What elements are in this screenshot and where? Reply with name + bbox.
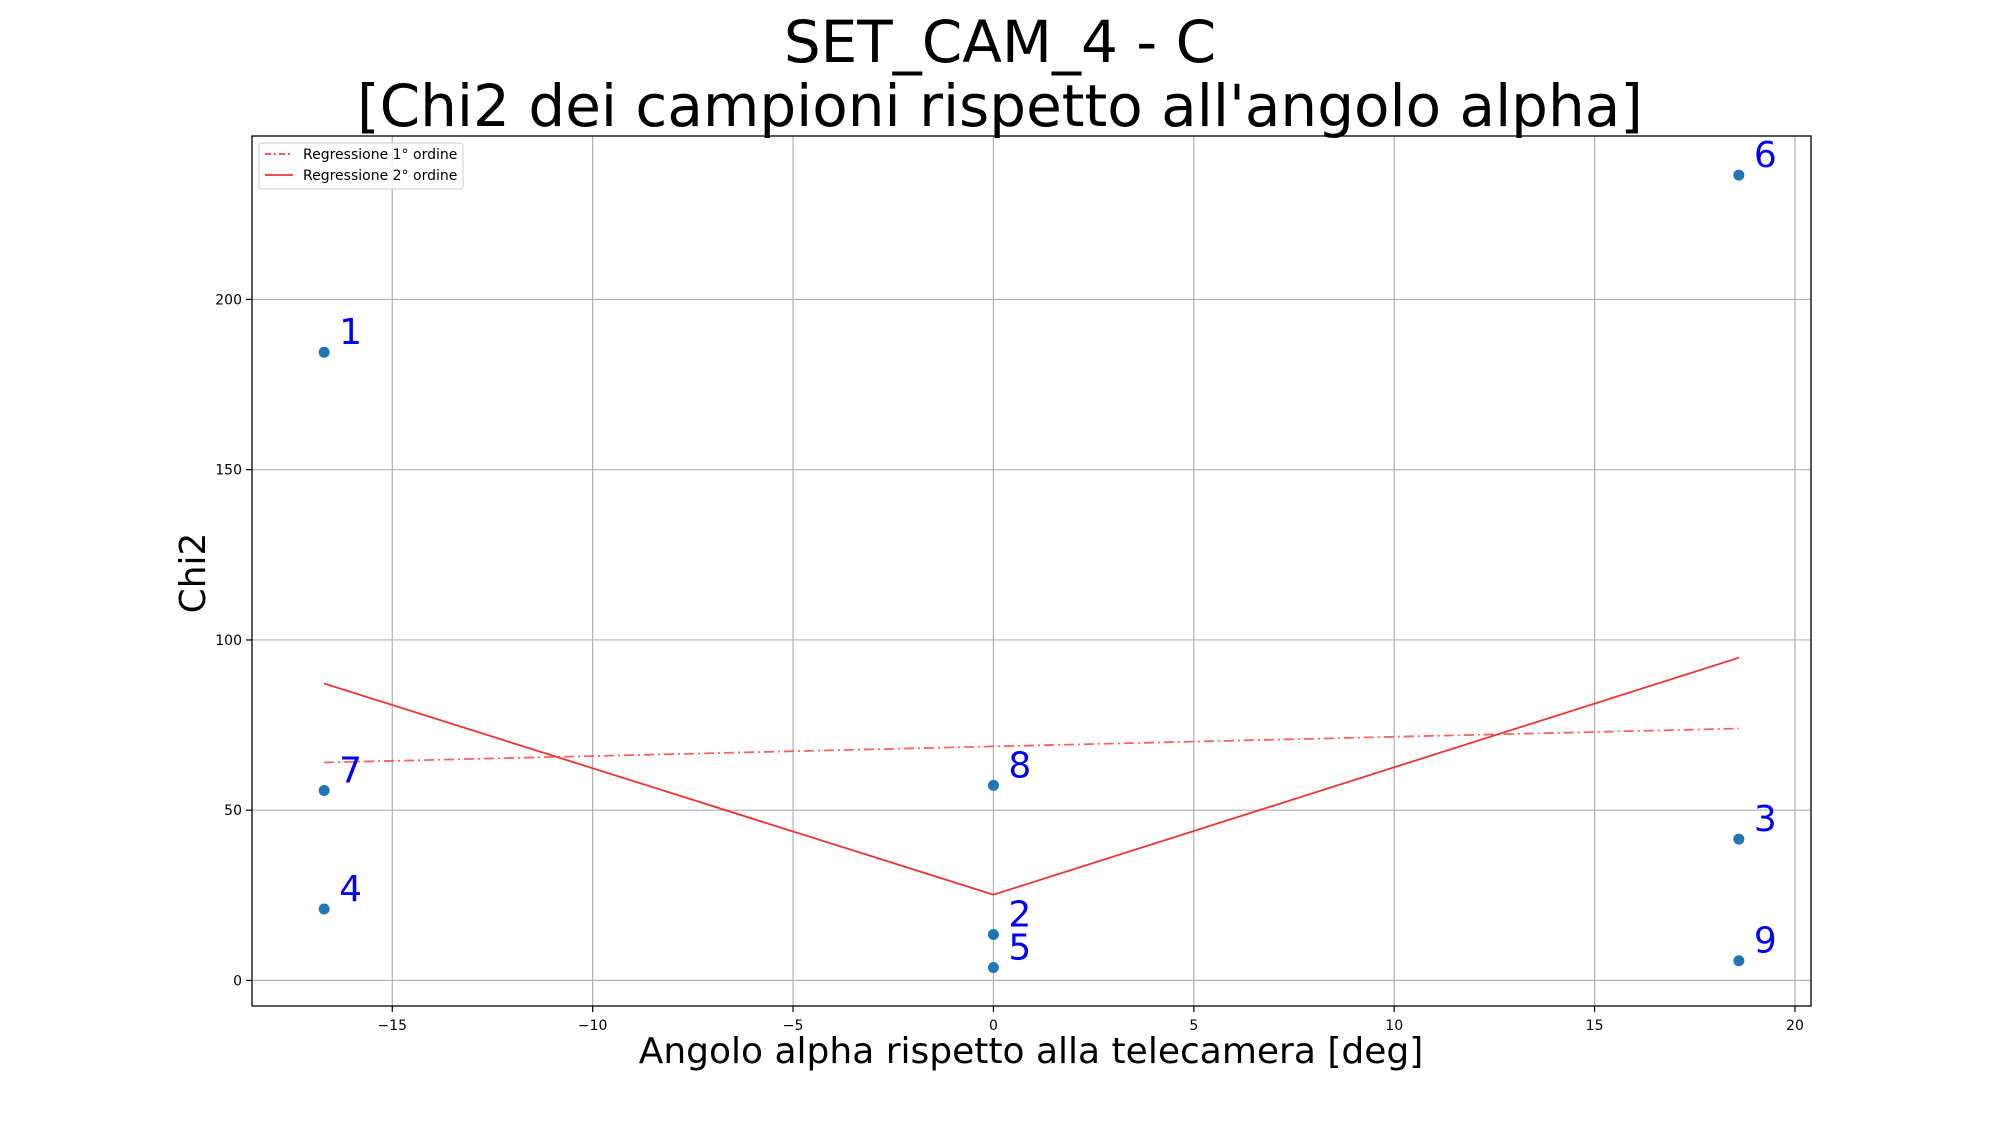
grid bbox=[252, 136, 1811, 1006]
data-point-label-9: 9 bbox=[1754, 921, 1777, 962]
regression-lines bbox=[323, 656, 1740, 896]
x-axis-label: Angolo alpha rispetto alla telecamera [d… bbox=[639, 1031, 1424, 1072]
data-point-label-1: 1 bbox=[339, 312, 362, 353]
data-point-1 bbox=[318, 346, 330, 358]
data-point-8 bbox=[987, 779, 999, 791]
x-axis-ticks: −15 −10 −5 0 5 10 15 20 bbox=[377, 1006, 1804, 1034]
data-point-9 bbox=[1733, 955, 1745, 967]
data-point-label-5: 5 bbox=[1008, 928, 1031, 969]
x-tick-label: −10 bbox=[578, 1018, 608, 1034]
data-point-2 bbox=[987, 928, 999, 940]
x-tick-label: 10 bbox=[1385, 1018, 1403, 1034]
x-tick-label: 20 bbox=[1786, 1018, 1804, 1034]
x-tick-label: 0 bbox=[989, 1018, 998, 1034]
data-point-label-7: 7 bbox=[339, 750, 362, 791]
data-point-label-3: 3 bbox=[1754, 799, 1777, 840]
y-tick-label: 200 bbox=[215, 292, 242, 308]
scatter-points: 1 2 3 4 5 6 7 8 9 bbox=[318, 135, 1777, 974]
data-point-6 bbox=[1733, 169, 1745, 181]
plot-frame bbox=[251, 135, 1812, 1007]
y-tick-label: 150 bbox=[215, 463, 242, 479]
x-tick-label: 5 bbox=[1189, 1018, 1198, 1034]
data-point-7 bbox=[318, 784, 330, 796]
chart-title-line-1: SET_CAM_4 - C bbox=[784, 8, 1216, 76]
y-tick-label: 50 bbox=[224, 803, 242, 819]
regression-line-2 bbox=[323, 656, 1740, 896]
chart-title-line-2: [Chi2 dei campioni rispetto all'angolo a… bbox=[357, 72, 1643, 140]
y-tick-label: 100 bbox=[215, 633, 242, 649]
y-axis-ticks: 0 50 100 150 200 bbox=[215, 292, 252, 989]
data-point-label-2: 2 bbox=[1008, 894, 1031, 935]
legend-entry-regression-1: Regressione 1° ordine bbox=[303, 147, 457, 163]
legend-box bbox=[258, 142, 464, 190]
data-point-label-6: 6 bbox=[1754, 135, 1777, 176]
data-point-3 bbox=[1733, 833, 1745, 845]
data-point-5 bbox=[987, 962, 999, 974]
x-tick-label: −15 bbox=[377, 1018, 407, 1034]
data-point-label-8: 8 bbox=[1008, 745, 1031, 786]
legend-entry-regression-2: Regressione 2° ordine bbox=[303, 168, 457, 184]
data-point-label-4: 4 bbox=[339, 869, 362, 910]
data-point-4 bbox=[318, 903, 330, 915]
y-tick-label: 0 bbox=[233, 973, 242, 989]
x-tick-label: 15 bbox=[1586, 1018, 1604, 1034]
x-tick-label: −5 bbox=[783, 1018, 804, 1034]
y-axis-label: Chi2 bbox=[173, 533, 214, 614]
legend: Regressione 1° ordine Regressione 2° ord… bbox=[258, 142, 464, 190]
regression-line-1 bbox=[324, 727, 1739, 764]
